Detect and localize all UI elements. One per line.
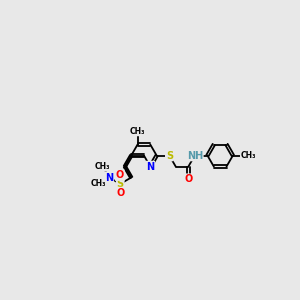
Text: S: S [166, 151, 173, 160]
Text: O: O [116, 188, 124, 198]
Text: O: O [184, 174, 193, 184]
Text: CH₃: CH₃ [130, 127, 145, 136]
Text: CH₃: CH₃ [241, 151, 256, 160]
Text: N: N [105, 172, 113, 182]
Text: CH₃: CH₃ [95, 162, 111, 171]
Text: NH: NH [187, 151, 203, 160]
Text: S: S [117, 179, 124, 189]
Text: CH₃: CH₃ [91, 179, 106, 188]
Text: N: N [146, 161, 154, 172]
Text: O: O [116, 170, 124, 180]
